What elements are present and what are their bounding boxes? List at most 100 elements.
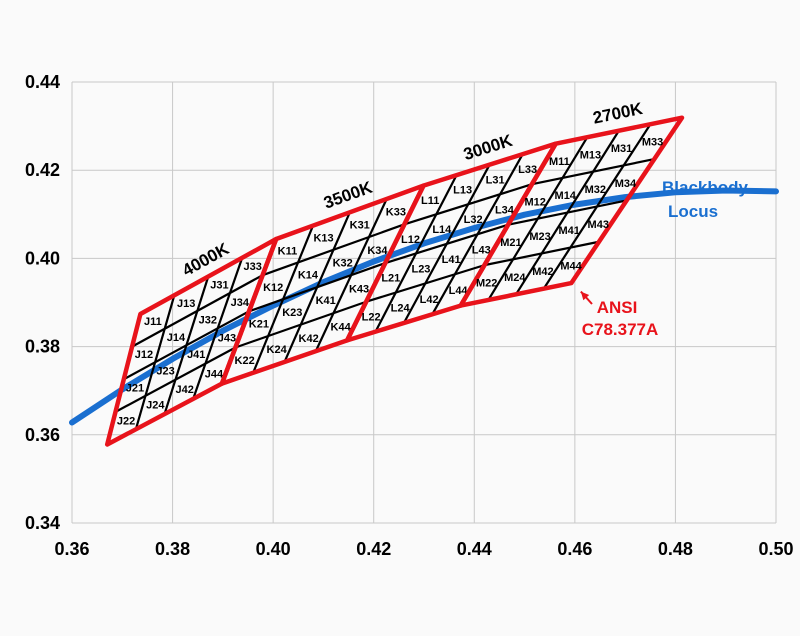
cell-label-K22: K22 — [235, 355, 255, 367]
y-tick-label: 0.34 — [25, 513, 60, 533]
cell-label-M13: M13 — [580, 149, 601, 161]
cell-label-J23: J23 — [156, 366, 174, 378]
cell-label-M42: M42 — [532, 266, 553, 278]
quadrangle-3000K: L11 L13 L31 L33 L12 L14 L32 L34 L21 L23 L41 L43 L22 L… — [344, 131, 558, 343]
cell-label-J24: J24 — [146, 400, 165, 412]
cell-label-K24: K24 — [267, 344, 288, 356]
cell-label-K21: K21 — [249, 319, 269, 331]
subdivision-line — [484, 240, 600, 267]
cell-label-K32: K32 — [333, 257, 353, 269]
cell-label-J34: J34 — [231, 297, 250, 309]
cell-label-M32: M32 — [585, 184, 606, 196]
subdivision-line — [508, 199, 627, 226]
cell-label-K14: K14 — [298, 270, 319, 282]
cell-label-J42: J42 — [175, 384, 193, 396]
cell-label-M43: M43 — [588, 219, 609, 231]
subdivision-line — [431, 153, 524, 315]
cell-label-L11: L11 — [421, 195, 439, 207]
y-tick-label: 0.36 — [25, 425, 60, 445]
cell-label-K44: K44 — [331, 322, 352, 334]
blackbody-locus-curve — [69, 187, 779, 426]
cell-label-J31: J31 — [210, 280, 228, 292]
cell-label-M21: M21 — [500, 237, 521, 249]
x-tick-label: 0.40 — [256, 539, 291, 559]
cell-label-M14: M14 — [555, 190, 577, 202]
x-tick-label: 0.50 — [758, 539, 793, 559]
cell-label-L23: L23 — [411, 263, 430, 275]
cell-label-L31: L31 — [486, 174, 505, 186]
blackbody-locus — [69, 187, 779, 426]
x-tick-label: 0.48 — [658, 539, 693, 559]
subdivision-line — [314, 198, 388, 352]
cell-label-J14: J14 — [167, 332, 186, 344]
y-tick-label: 0.40 — [25, 248, 60, 268]
cell-label-L14: L14 — [432, 224, 452, 236]
cell-label-M24: M24 — [504, 272, 526, 284]
cell-label-L32: L32 — [464, 214, 483, 226]
cell-label-J11: J11 — [144, 316, 162, 328]
cell-label-J43: J43 — [218, 333, 236, 345]
cell-label-L12: L12 — [401, 234, 420, 246]
ansi-label-line2: C78.377A — [582, 320, 659, 339]
cell-label-J33: J33 — [244, 261, 262, 273]
y-tick-label: 0.38 — [25, 337, 60, 357]
cell-label-K12: K12 — [263, 282, 283, 294]
subdivision-line — [384, 223, 509, 265]
quadrangles: J11 J13 J31 J33 J12 J14 J32 J34 J21 J23 J41 J43 J22 J… — [104, 99, 685, 447]
cell-label-M12: M12 — [524, 196, 545, 208]
cell-label-M34: M34 — [615, 178, 637, 190]
cell-label-K41: K41 — [316, 295, 336, 307]
cell-label-L43: L43 — [472, 245, 491, 257]
cell-label-L41: L41 — [442, 254, 461, 266]
cct-label-4000K: 4000K — [179, 239, 233, 280]
cell-label-L44: L44 — [449, 285, 469, 297]
y-tick-label: 0.42 — [25, 160, 60, 180]
cell-label-K13: K13 — [313, 233, 333, 245]
ansi-label-line1: ANSI — [597, 298, 638, 317]
subdivision-line — [365, 264, 485, 303]
cell-label-L21: L21 — [381, 273, 400, 285]
cell-label-K33: K33 — [386, 206, 406, 218]
cell-label-K31: K31 — [350, 220, 370, 232]
cell-label-L34: L34 — [495, 204, 515, 216]
cell-label-K23: K23 — [282, 307, 302, 319]
quadrangle-2700K: M11 M13 M31 M33 M12 M14 M32 M34 M21 M23 M41 M43 M22 M… — [458, 99, 685, 308]
x-tick-label: 0.42 — [356, 539, 391, 559]
cell-label-J41: J41 — [187, 349, 205, 361]
cell-label-K42: K42 — [299, 333, 319, 345]
cell-label-M31: M31 — [611, 143, 632, 155]
cell-label-M11: M11 — [549, 156, 570, 168]
blackbody-label-line2: Locus — [668, 202, 718, 221]
cell-label-J13: J13 — [177, 298, 195, 310]
cell-label-M23: M23 — [529, 231, 550, 243]
x-tick-label: 0.38 — [155, 539, 190, 559]
x-tick-label: 0.36 — [54, 539, 89, 559]
subdivision-line — [235, 300, 367, 349]
subdivision-line — [248, 261, 386, 313]
cell-label-J44: J44 — [205, 368, 224, 380]
cell-label-L24: L24 — [391, 303, 411, 315]
axes: 0.36 0.38 0.40 0.42 0.44 0.46 0.48 0.50 0.34 0.36… — [25, 72, 794, 559]
subdivision-line — [192, 257, 244, 400]
x-tick-label: 0.44 — [457, 539, 492, 559]
cell-label-M41: M41 — [558, 225, 579, 237]
subdivision-line — [123, 310, 250, 381]
cell-label-L33: L33 — [518, 164, 537, 176]
cell-label-K43: K43 — [349, 283, 369, 295]
x-tick-label: 0.46 — [557, 539, 592, 559]
quadrangle-border — [458, 115, 685, 308]
cell-label-L42: L42 — [420, 294, 439, 306]
subdivision-line — [542, 123, 652, 290]
cell-label-K11: K11 — [278, 246, 298, 258]
cell-label-L22: L22 — [362, 312, 381, 324]
cell-label-M33: M33 — [642, 137, 663, 149]
y-tick-label: 0.44 — [25, 72, 60, 92]
cct-label-2700K: 2700K — [591, 99, 645, 128]
cell-label-L13: L13 — [453, 185, 472, 197]
subdivision-line — [114, 346, 236, 413]
cell-label-J21: J21 — [126, 382, 144, 394]
cell-label-J12: J12 — [135, 349, 153, 361]
cell-label-K34: K34 — [367, 245, 388, 257]
ansi-arrow-head — [580, 291, 590, 301]
